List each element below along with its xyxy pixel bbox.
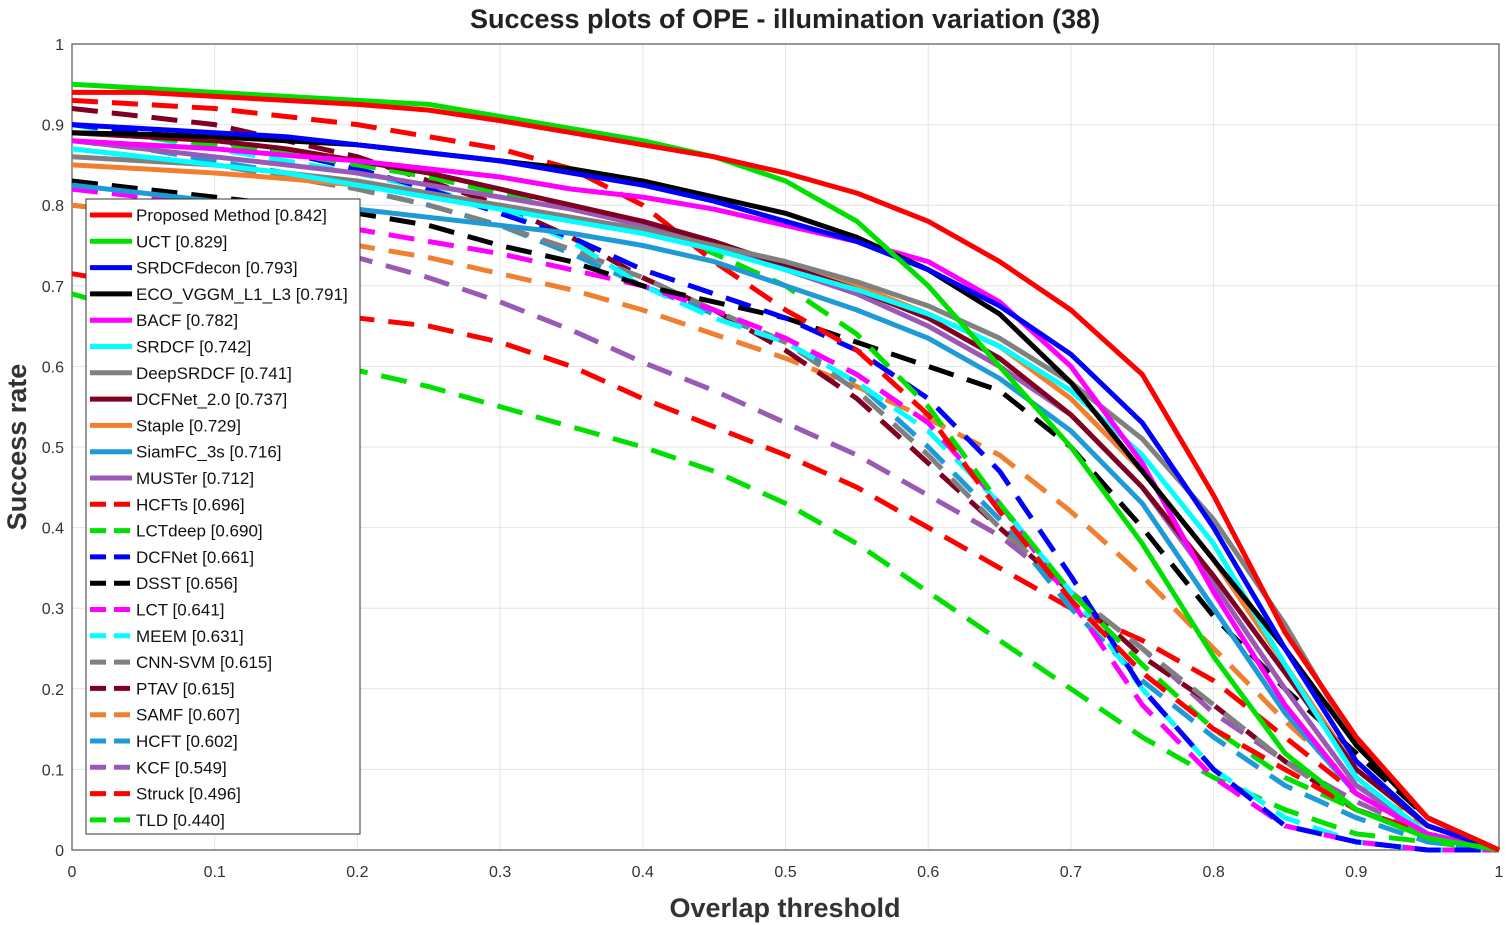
y-tick-label: 0.5 — [42, 440, 64, 457]
series-line-meem — [71, 122, 1499, 853]
legend-label: DCFNet [0.661] — [136, 548, 254, 567]
legend-label: HCFT [0.602] — [136, 732, 238, 751]
series-line-eco-vggm-l1-l3 — [71, 130, 1501, 853]
x-tick-label: 1 — [1495, 864, 1504, 881]
plot-area-frame — [71, 43, 1500, 851]
legend-label: MEEM [0.631] — [136, 627, 244, 646]
legend-label: DSST [0.656] — [136, 574, 238, 593]
y-tick-label: 0.8 — [42, 198, 64, 215]
x-tick-label: 0.2 — [346, 864, 368, 881]
series-line-hcfts — [71, 97, 1500, 853]
legend-label: DCFNet_2.0 [0.737] — [136, 390, 287, 409]
y-tick-label: 0 — [55, 843, 64, 860]
legend-label: ECO_VGGM_L1_L3 [0.791] — [136, 285, 348, 304]
legend-label: LCT [0.641] — [136, 601, 225, 620]
x-tick-label: 0.4 — [632, 864, 654, 881]
chart-title: Success plots of OPE - illumination vari… — [470, 4, 1100, 34]
x-tick-label: 0.3 — [489, 864, 511, 881]
x-tick-label: 0.1 — [204, 864, 226, 881]
y-tick-label: 0.9 — [42, 118, 64, 135]
x-tick-label: 0 — [68, 864, 77, 881]
y-axis-ticks: 0 0.1 0.2 0.3 0.4 0.5 0.6 0.7 0.8 0.9 1 — [42, 37, 64, 860]
legend-items: Proposed Method [0.842] UCT [0.829] SRDCFd… — [90, 206, 348, 830]
x-tick-label: 0.5 — [774, 864, 796, 881]
legend: Proposed Method [0.842] UCT [0.829] SRDCFd… — [85, 198, 361, 835]
y-tick-label: 0.7 — [42, 279, 64, 296]
legend-label: Staple [0.729] — [136, 416, 241, 435]
series-line-proposed-method — [72, 89, 1501, 853]
y-axis-label: Success rate — [2, 364, 32, 531]
legend-label: BACF [0.782] — [136, 311, 238, 330]
x-tick-label: 0.6 — [917, 864, 939, 881]
legend-label: Struck [0.496] — [136, 785, 241, 804]
series-line-dcfnet-2-0 — [71, 130, 1500, 853]
legend-label: SRDCFdecon [0.793] — [136, 259, 298, 278]
y-tick-label: 0.3 — [42, 601, 64, 618]
x-tick-label: 0.9 — [1345, 864, 1367, 881]
series-line-bacf — [71, 138, 1500, 853]
legend-label: TLD [0.440] — [136, 811, 225, 830]
y-tick-label: 0.1 — [42, 762, 64, 779]
x-axis-label: Overlap threshold — [669, 893, 900, 923]
legend-label: MUSTer [0.712] — [136, 469, 254, 488]
y-tick-label: 0.6 — [42, 359, 64, 376]
series-lines — [71, 81, 1501, 853]
legend-label: SRDCF [0.742] — [136, 338, 251, 357]
legend-box — [85, 198, 361, 835]
y-tick-label: 1 — [55, 37, 64, 54]
legend-label: CNN-SVM [0.615] — [136, 653, 272, 672]
legend-label: UCT [0.829] — [136, 232, 227, 251]
series-line-srdcf — [71, 146, 1500, 853]
x-axis-ticks: 0 0.1 0.2 0.3 0.4 0.5 0.6 0.7 0.8 0.9 1 — [68, 864, 1504, 881]
y-tick-label: 0.4 — [42, 521, 64, 538]
legend-label: HCFTs [0.696] — [136, 495, 245, 514]
y-tick-label: 0.2 — [42, 682, 64, 699]
legend-label: Proposed Method [0.842] — [136, 206, 327, 225]
legend-label: LCTdeep [0.690] — [136, 522, 263, 541]
legend-label: SiamFC_3s [0.716] — [136, 443, 282, 462]
legend-label: SAMF [0.607] — [136, 706, 240, 725]
series-line-uct — [71, 81, 1500, 853]
x-tick-label: 0.8 — [1202, 864, 1224, 881]
legend-label: KCF [0.549] — [136, 758, 227, 777]
legend-label: PTAV [0.615] — [136, 679, 235, 698]
x-tick-label: 0.7 — [1060, 864, 1082, 881]
series-line-srdcfdecon — [71, 122, 1500, 853]
legend-label: DeepSRDCF [0.741] — [136, 364, 292, 383]
